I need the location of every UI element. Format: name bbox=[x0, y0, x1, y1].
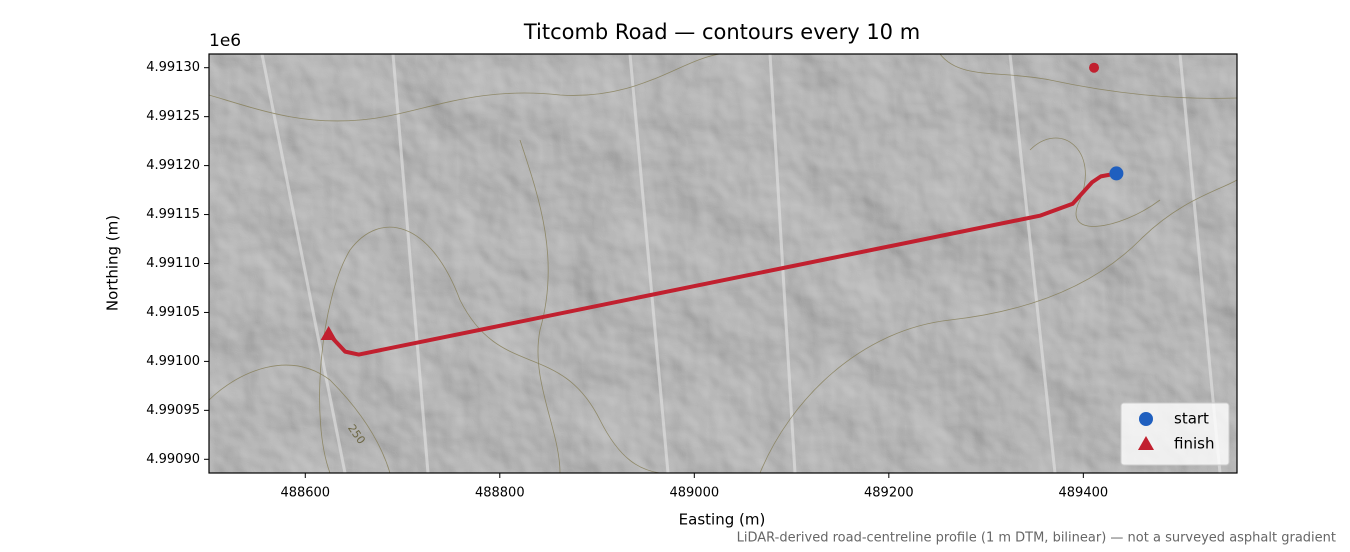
legend-marker bbox=[1138, 436, 1154, 450]
y-tick-label: 4.99115 bbox=[146, 207, 200, 222]
legend-label: start bbox=[1174, 410, 1209, 428]
footnote: LiDAR-derived road-centreline profile (1… bbox=[737, 531, 1336, 546]
y-tick-label: 4.99090 bbox=[146, 452, 200, 467]
y-tick-label: 4.99130 bbox=[146, 60, 200, 75]
plot-marks bbox=[320, 62, 1124, 357]
legend-label: finish bbox=[1174, 435, 1214, 453]
y-tick-label: 4.99120 bbox=[146, 158, 200, 173]
x-tick-label: 489400 bbox=[1059, 486, 1109, 501]
hillshade bbox=[209, 54, 1237, 473]
start-marker bbox=[1109, 166, 1124, 181]
y-tick-label: 4.99110 bbox=[146, 256, 200, 271]
x-tick-label: 489000 bbox=[669, 486, 719, 501]
route-line bbox=[327, 171, 1117, 357]
x-tick-label: 489200 bbox=[864, 486, 914, 501]
y-axis-label: Northing (m) bbox=[104, 215, 122, 311]
y-tick-label: 4.99100 bbox=[146, 354, 200, 369]
x-tick-label: 488800 bbox=[475, 486, 525, 501]
y-offset-label: 1e6 bbox=[209, 31, 241, 51]
x-axis-label: Easting (m) bbox=[679, 511, 766, 529]
finish-marker bbox=[320, 325, 337, 340]
x-tick-label: 488600 bbox=[280, 486, 330, 501]
point-marker bbox=[1089, 62, 1100, 73]
legend-marker bbox=[1139, 412, 1153, 426]
y-tick-label: 4.99095 bbox=[146, 403, 200, 418]
chart-title: Titcomb Road — contours every 10 m bbox=[523, 20, 920, 44]
y-tick-label: 4.99105 bbox=[146, 305, 200, 320]
y-tick-label: 4.99125 bbox=[146, 109, 200, 124]
